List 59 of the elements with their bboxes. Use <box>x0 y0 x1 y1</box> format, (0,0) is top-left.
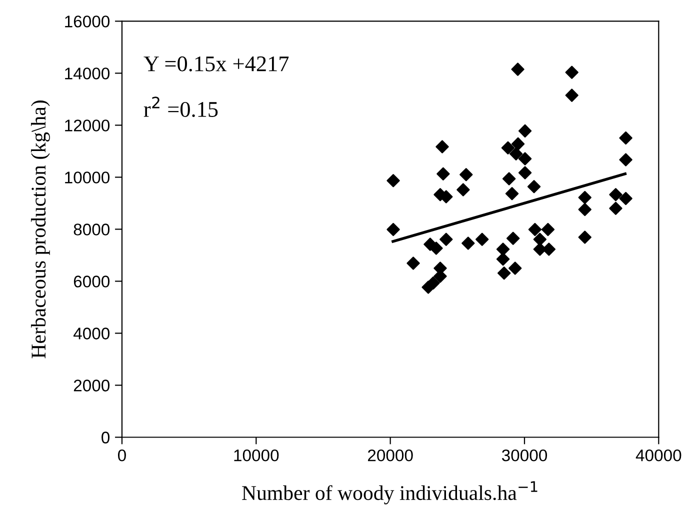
point <box>619 192 632 206</box>
point <box>496 242 510 256</box>
point <box>422 280 435 294</box>
x-tick-label: 40000 <box>636 449 682 462</box>
x-tick-label: 10000 <box>234 449 279 462</box>
point <box>528 222 542 236</box>
y-tick-label: 4000 <box>73 328 110 340</box>
point <box>440 232 453 246</box>
y-axis-title: Herbaceous production (kg\ha) <box>30 100 50 358</box>
point <box>430 242 443 255</box>
x-tick-label: 20000 <box>368 449 413 462</box>
y-tick-label: 14000 <box>65 68 110 80</box>
y-tick-label: 12000 <box>65 120 110 132</box>
point <box>511 62 524 76</box>
point <box>460 168 473 182</box>
point <box>619 153 632 166</box>
point <box>609 202 622 216</box>
y-tick-label: 0 <box>102 432 110 444</box>
point <box>502 172 516 186</box>
point <box>518 152 532 166</box>
point <box>498 266 511 280</box>
point <box>506 232 520 245</box>
point <box>578 202 592 216</box>
point <box>456 183 470 196</box>
point <box>609 188 622 202</box>
point <box>505 187 519 200</box>
y-tick-label: 2000 <box>74 380 110 392</box>
annotation: Y =0.15x +4217 <box>144 56 289 72</box>
point <box>386 174 400 188</box>
point <box>508 262 522 275</box>
y-tick-label: 8000 <box>74 224 110 236</box>
point <box>533 232 547 246</box>
y-tick-label: 6000 <box>74 276 110 288</box>
point <box>386 222 400 236</box>
point <box>541 222 555 236</box>
point <box>578 230 592 244</box>
x-axis-title: Number of woody individuals.ha$^{−1}$ <box>242 481 538 504</box>
point <box>501 141 515 154</box>
point <box>476 232 489 246</box>
point <box>462 236 475 250</box>
point <box>619 131 632 145</box>
point <box>578 190 592 204</box>
x-tick-label: 30000 <box>502 449 548 462</box>
point <box>436 167 450 180</box>
point <box>518 166 532 180</box>
point <box>511 137 525 151</box>
point <box>565 66 578 80</box>
point <box>436 140 449 154</box>
point <box>509 147 523 160</box>
point <box>527 180 541 194</box>
y-tick-label: 16000 <box>65 16 110 28</box>
x-tick-label: 0 <box>118 449 126 462</box>
point <box>518 124 532 138</box>
point <box>565 88 578 102</box>
y-tick-label: 10000 <box>65 172 110 184</box>
point <box>406 256 420 270</box>
point <box>496 252 510 266</box>
point <box>542 242 556 256</box>
annotation: r$^{2}$ =0.15 <box>144 96 218 118</box>
